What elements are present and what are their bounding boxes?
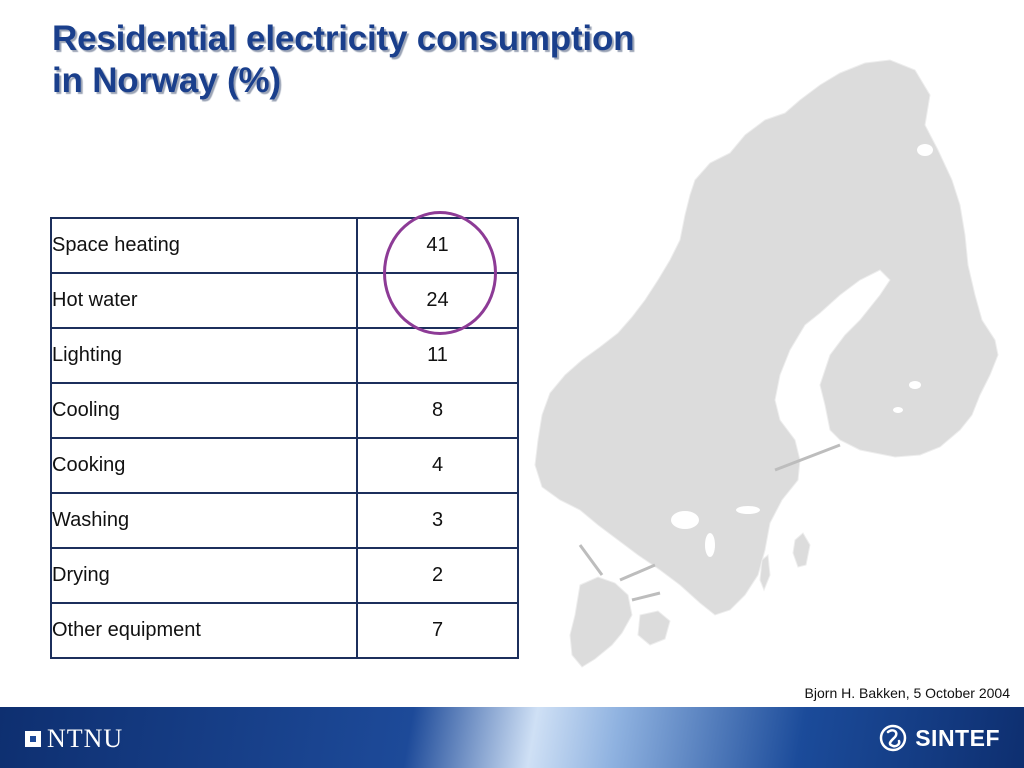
percent-cell: 3 [356,492,519,549]
scandinavian-peninsula [534,59,999,616]
end-use-cell: Lighting [50,327,358,384]
sintef-swirl-icon [879,724,907,752]
consumption-table: Space heating 41 Hot water 24 Lighting 1… [50,217,519,659]
oland [759,554,771,592]
percent-cell: 8 [356,382,519,439]
end-use-cell: Drying [50,547,358,604]
end-use-cell: Other equipment [50,602,358,659]
ntnu-logo-text: NTNU [47,724,124,753]
lake-finland-2 [893,407,903,413]
title-line-2: in Norway (%) [52,61,281,100]
end-use-cell: Cooling [50,382,358,439]
percent-cell: 7 [356,602,519,659]
title-line-1: Residential electricity consumption [52,19,635,58]
end-use-cell: Space heating [50,217,358,274]
slide-title: Residential electricity consumption in N… [52,18,752,102]
scandinavia-map [534,59,999,668]
ntnu-logo: NTNU [25,724,124,753]
lake-vanern [671,511,699,529]
lake-malaren [736,506,760,514]
ntnu-square-icon [25,731,41,747]
gotland [792,532,811,568]
sintef-logo-text: SINTEF [915,724,1000,751]
table-row: Drying 2 [50,547,519,604]
denmark [569,576,633,668]
table-row: Lighting 11 [50,327,519,384]
percent-cell: 2 [356,547,519,604]
end-use-cell: Hot water [50,272,358,329]
table-row: Cooking 4 [50,437,519,494]
sintef-logo: SINTEF [879,724,1000,752]
lakes [671,144,933,557]
table-row: Cooling 8 [50,382,519,439]
author-credit: Bjorn H. Bakken, 5 October 2004 [804,685,1010,701]
interconnectors [578,443,841,602]
end-use-cell: Washing [50,492,358,549]
percent-cell: 4 [356,437,519,494]
table-row: Other equipment 7 [50,602,519,659]
lake-finland-1 [909,381,921,389]
percent-cell: 11 [356,327,519,384]
end-use-cell: Cooking [50,437,358,494]
table-row: Washing 3 [50,492,519,549]
zealand [637,610,671,646]
footer-bar [0,707,1024,768]
lake-vattern [705,533,715,557]
highlight-circle [383,211,497,335]
lake-inari [917,144,933,156]
